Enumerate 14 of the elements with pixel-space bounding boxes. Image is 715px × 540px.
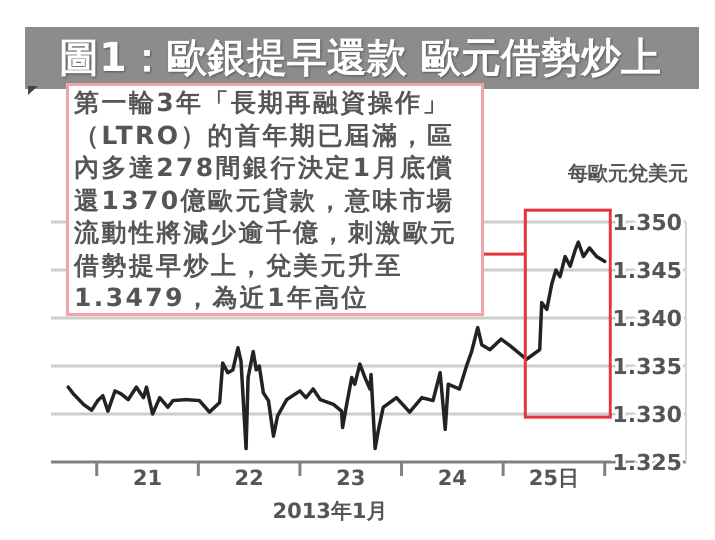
y-tick-label: 1.345 bbox=[612, 258, 682, 284]
y-tick-label: 1.350 bbox=[612, 210, 682, 236]
x-axis-title: 2013年1月 bbox=[271, 498, 389, 525]
x-tick-label: 21 bbox=[132, 466, 162, 490]
y-axis-title: 每歐元兌美元 bbox=[568, 160, 688, 187]
y-tick-label: 1.335 bbox=[612, 354, 682, 380]
y-tick-label: 1.340 bbox=[612, 306, 682, 332]
annotation: 第一輪3年「長期再融資操作」（LTRO）的首年期已屆滿，區內多達278間銀行決定1月底償還1370億歐元貸款，意味市場流動性將減少逾千億，刺激歐元借勢提早炒上，兌美元升至1.3479，為近1年高位 bbox=[66, 83, 484, 316]
chart-title: 圖1：歐銀提早還款 歐元借勢炒上 bbox=[59, 34, 661, 83]
x-tick-label: 22 bbox=[234, 466, 264, 490]
x-tick-label: 25日 bbox=[528, 466, 580, 490]
x-tick-label: 24 bbox=[438, 466, 467, 490]
x-tick-label: 23 bbox=[336, 466, 366, 490]
y-tick-label: 1.330 bbox=[612, 402, 682, 428]
